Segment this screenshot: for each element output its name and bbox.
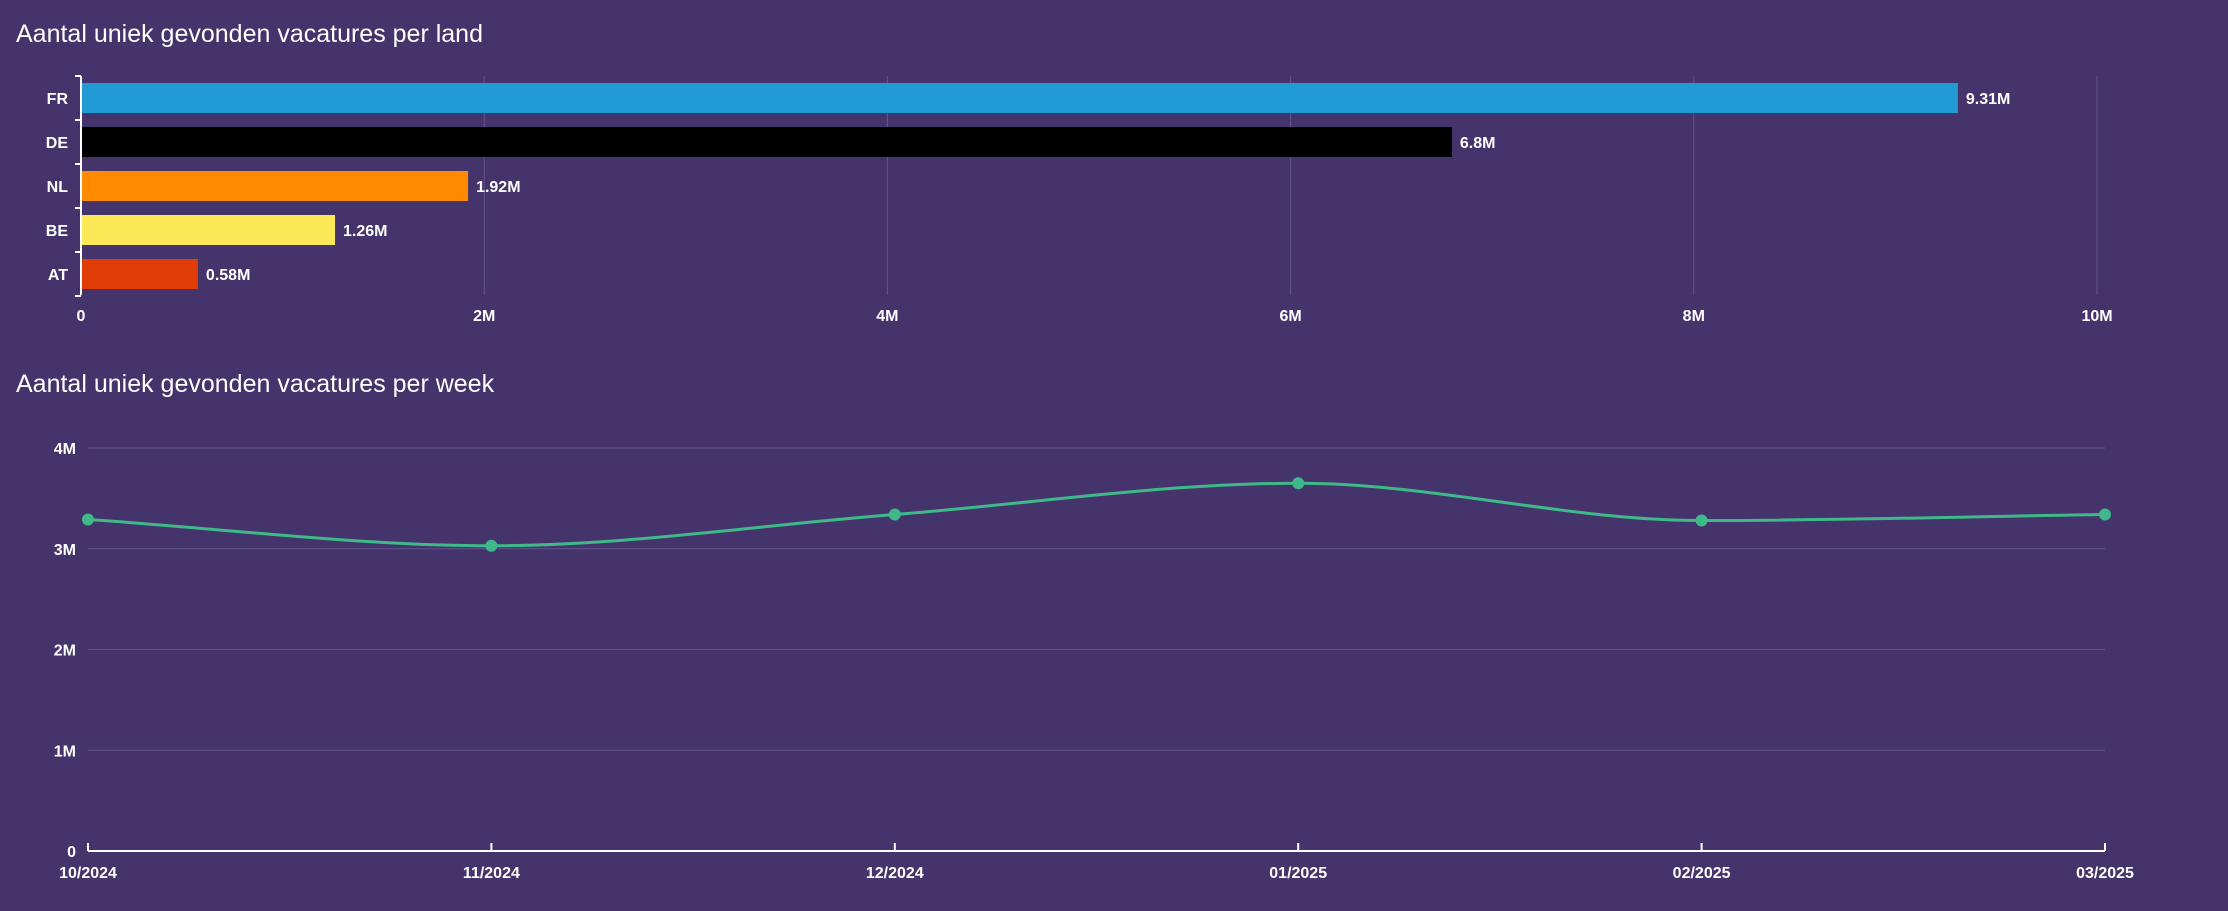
x-tick-label: 0: [77, 308, 86, 325]
data-point: [888, 508, 901, 521]
y-tick-label: NL: [47, 179, 69, 196]
line-chart-title: Aantal uniek gevonden vacatures per week: [16, 370, 495, 398]
x-tick-label: 02/2025: [1673, 865, 1731, 882]
x-tick-label: 8M: [1683, 308, 1705, 325]
data-point: [2099, 508, 2111, 521]
y-tick-label: 1M: [54, 743, 76, 760]
x-tick-label: 12/2024: [866, 865, 924, 882]
bar-data-label: 6.8M: [1460, 135, 1496, 152]
x-tick-label: 4M: [876, 308, 898, 325]
bar-chart-panel: Aantal uniek gevonden vacatures per land…: [0, 0, 2228, 340]
bar: [82, 171, 469, 201]
data-point: [1695, 514, 1708, 527]
x-tick-label: 10M: [2081, 308, 2112, 325]
bar: [82, 259, 198, 289]
x-tick-label: 11/2024: [463, 865, 520, 882]
bar: [82, 83, 1958, 113]
y-tick-label: FR: [47, 91, 69, 108]
bar-data-label: 0.58M: [206, 267, 250, 284]
x-tick-label: 10/2024: [59, 865, 117, 882]
y-tick-label: 3M: [54, 542, 76, 559]
data-point: [485, 539, 498, 552]
y-tick-label: BE: [46, 223, 69, 240]
line-chart-panel: Aantal uniek gevonden vacatures per week…: [0, 350, 2228, 911]
bar-chart-title: Aantal uniek gevonden vacatures per land: [16, 20, 483, 48]
x-tick-label: 2M: [473, 308, 495, 325]
x-tick-label: 6M: [1279, 308, 1301, 325]
x-tick-label: 03/2025: [2076, 865, 2134, 882]
data-point: [1292, 477, 1305, 490]
y-tick-label: AT: [48, 267, 68, 284]
series-line: [87, 481, 2106, 548]
y-tick-label: 0: [67, 844, 76, 861]
bar: [82, 127, 1452, 157]
x-tick-label: 01/2025: [1269, 865, 1327, 882]
line-chart: 0 1M 2M 3M 4M 10/2024 11/2024 12/2024 01/2025 02/…: [54, 441, 2134, 882]
bar-data-label: 1.26M: [343, 223, 387, 240]
bar-data-label: 1.92M: [476, 179, 520, 196]
y-tick-label: 4M: [54, 441, 76, 458]
data-point: [82, 513, 94, 526]
y-tick-label: 2M: [54, 643, 76, 660]
y-tick-label: DE: [46, 135, 69, 152]
bar-data-label: 9.31M: [1966, 91, 2010, 108]
bar-chart: 0 2M 4M 6M 8M 10M FR 9.31M DE 6.8M NL 1.92M BE 1.26M A…: [46, 75, 2113, 325]
bar: [82, 215, 336, 245]
